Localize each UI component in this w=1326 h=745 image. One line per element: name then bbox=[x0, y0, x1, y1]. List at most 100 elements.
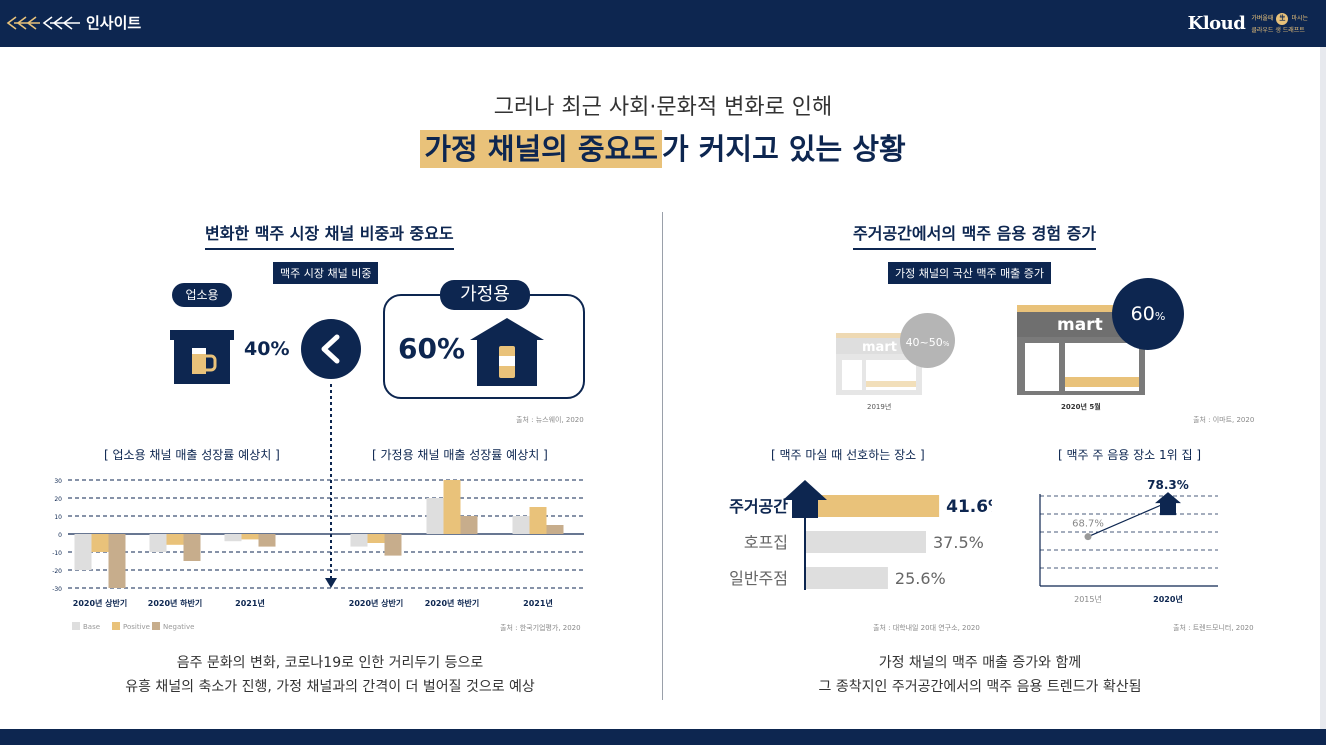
brand-sub-2: 마시는 bbox=[1291, 15, 1308, 22]
headline-highlight: 가정 채널의 중요도 bbox=[420, 130, 662, 168]
value-label-2020: 78.3% bbox=[1147, 478, 1189, 492]
bar-positive bbox=[529, 507, 547, 534]
left-tag: 맥주 시장 채널 비중 bbox=[273, 262, 379, 284]
pct-2019-unit: % bbox=[942, 340, 950, 348]
less-than-icon bbox=[301, 319, 361, 379]
right-edge-band bbox=[1320, 47, 1326, 729]
headline-title: 가정 채널의 중요도 가 커지고 있는 상황 bbox=[0, 126, 1326, 168]
legend-swatch bbox=[152, 622, 160, 630]
x-category-label: 2021년 bbox=[523, 598, 553, 608]
bar-base bbox=[74, 534, 92, 570]
dotted-arrow bbox=[325, 384, 337, 588]
home-percent: 60% bbox=[398, 332, 466, 365]
year-2019-label: 2019년 bbox=[867, 403, 892, 411]
section-title: 인사이트 bbox=[86, 14, 142, 32]
pref-bar bbox=[806, 531, 926, 553]
x-category-label: 2021년 bbox=[235, 598, 265, 608]
pref-category-label: 일반주점 bbox=[729, 569, 788, 588]
bar-negative bbox=[546, 525, 564, 534]
trend-line bbox=[1087, 501, 1169, 538]
brand-name: Kloud bbox=[1187, 12, 1246, 34]
right-source-top: 출처 : 이마트, 2020 bbox=[1193, 416, 1255, 424]
left-source-top: 출처 : 뉴스웨이, 2020 bbox=[516, 416, 584, 424]
home-drinking-line-chart: 68.7% 78.3% 2015년 2020년 bbox=[1039, 478, 1218, 604]
bar-positive bbox=[367, 534, 385, 543]
legend-swatch bbox=[72, 622, 80, 630]
pref-category-label: 주거공간 bbox=[729, 497, 788, 516]
brand-logo: Kloud 가벼울때 生 마시는 클라우드 생 드래프트 bbox=[1188, 11, 1308, 35]
left-panel-title: 변화한 맥주 시장 채널 비중과 중요도 bbox=[205, 220, 454, 250]
value-label-2015: 68.7% bbox=[1072, 519, 1104, 530]
x-category-label: 2020년 상반기 bbox=[73, 598, 128, 608]
left-source-bottom: 출처 : 한국기업평가, 2020 bbox=[500, 624, 581, 632]
pref-chart-title: [ 맥주 마실 때 선호하는 장소 ] bbox=[771, 448, 925, 462]
line-chart-title: [ 맥주 주 음용 장소 1위 집 ] bbox=[1058, 448, 1202, 462]
growth-rate-chart: 30 20 10 0 -10 -20 -30 2020년 상반기 2020년 하반기 2021년 2… bbox=[52, 478, 584, 631]
x-category-label: 2020년 하반기 bbox=[425, 598, 480, 608]
left-caption-line-2: 유흥 채널의 축소가 진행, 가정 채널과의 간격이 더 벌어질 것으로 예상 bbox=[125, 679, 535, 695]
y-tick-label: -10 bbox=[52, 550, 62, 557]
brand-badge: 生 bbox=[1276, 12, 1289, 25]
legend-swatch bbox=[112, 622, 120, 630]
pct-2019-value: 40~50 bbox=[905, 336, 943, 349]
y-tick-label: 10 bbox=[54, 514, 62, 521]
brand-sub-3: 클라우드 생 드래프트 bbox=[1251, 26, 1305, 34]
brand-subtext: 가벼울때 生 마시는 클라우드 생 드래프트 bbox=[1251, 12, 1308, 34]
bar-base bbox=[149, 534, 167, 552]
x-year-label: 2015년 bbox=[1074, 594, 1102, 604]
top-bar: 인사이트 Kloud 가벼울때 生 마시는 클라우드 생 드래프트 bbox=[0, 0, 1326, 47]
bar-negative bbox=[460, 516, 478, 534]
pct-2019-bubble: 40~50% bbox=[900, 313, 955, 368]
mart-2020-icon: mart bbox=[1017, 305, 1145, 395]
headline-subtitle: 그러나 최근 사회·문화적 변화로 인해 bbox=[493, 95, 833, 120]
bar-base bbox=[512, 516, 530, 534]
mart-2020-text: mart bbox=[1057, 315, 1103, 335]
headline-rest: 가 커지고 있는 상황 bbox=[661, 132, 906, 166]
y-tick-label: -30 bbox=[52, 586, 62, 593]
legend-label: Base bbox=[83, 623, 100, 631]
pref-bar bbox=[806, 567, 888, 589]
right-tag: 가정 채널의 국산 맥주 매출 증가 bbox=[888, 262, 1052, 284]
y-tick-label: -20 bbox=[52, 568, 62, 575]
chart-business-title: [ 업소용 채널 매출 성장률 예상치 ] bbox=[104, 448, 280, 462]
right-source-line: 출처 : 트렌드모니터, 2020 bbox=[1173, 624, 1254, 632]
y-tick-label: 30 bbox=[54, 478, 62, 485]
house-arrow-icon bbox=[1155, 492, 1181, 516]
home-pill: 가정용 bbox=[440, 280, 530, 310]
business-percent: 40% bbox=[244, 338, 290, 360]
bar-positive bbox=[166, 534, 184, 545]
x-category-label: 2020년 상반기 bbox=[349, 598, 404, 608]
pct-2020-value: 60 bbox=[1130, 303, 1155, 325]
year-2020-label: 2020년 5월 bbox=[1061, 403, 1101, 411]
pct-2020-unit: % bbox=[1154, 310, 1166, 323]
brand-sub-1: 가벼울때 bbox=[1251, 15, 1274, 22]
left-caption: 음주 문화의 변화, 코로나19로 인한 거리두기 등으로 유흥 채널의 축소가… bbox=[60, 651, 600, 699]
bar-positive bbox=[443, 480, 461, 534]
x-category-label: 2020년 하반기 bbox=[148, 598, 203, 608]
bar-negative bbox=[108, 534, 126, 588]
pub-beer-icon bbox=[170, 330, 234, 384]
bar-base bbox=[426, 498, 444, 534]
pref-bar bbox=[806, 495, 940, 517]
legend-label: Negative bbox=[163, 623, 194, 631]
bar-base bbox=[350, 534, 368, 547]
pref-category-label: 호프집 bbox=[744, 533, 788, 552]
pref-value-label: 37.5% bbox=[933, 533, 984, 552]
mart-2019-icon: mart bbox=[836, 333, 922, 395]
y-tick-label: 20 bbox=[54, 496, 62, 503]
bar-positive bbox=[91, 534, 109, 552]
y-tick-label: 0 bbox=[58, 532, 62, 539]
point-2015 bbox=[1084, 533, 1092, 541]
mart-2019-text: mart bbox=[862, 340, 897, 355]
left-caption-line-1: 음주 문화의 변화, 코로나19로 인한 거리두기 등으로 bbox=[176, 655, 484, 671]
bar-positive bbox=[241, 534, 259, 540]
right-caption-line-1: 가정 채널의 맥주 매출 증가와 함께 bbox=[878, 655, 1082, 671]
pref-value-label: 41.6% bbox=[946, 497, 992, 517]
pct-2020-bubble: 60% bbox=[1112, 278, 1184, 350]
pref-value-label: 25.6% bbox=[895, 569, 946, 588]
x-year-label: 2020년 bbox=[1153, 594, 1183, 604]
up-arrow-icon bbox=[783, 480, 827, 518]
house-beer-can-icon bbox=[470, 318, 544, 386]
wheat-chevrons-icon bbox=[6, 16, 80, 30]
center-divider bbox=[662, 212, 663, 700]
